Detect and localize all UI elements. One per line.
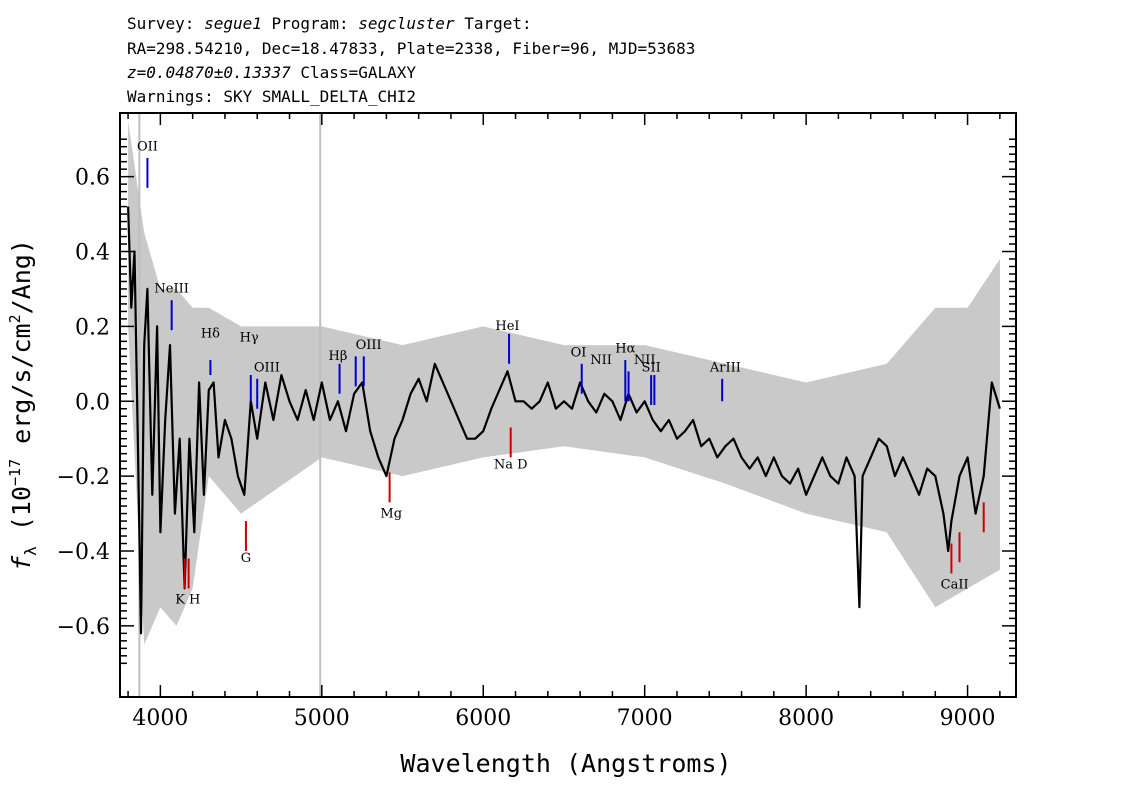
plot-content (127, 113, 1001, 697)
x-tick-label: 8000 (778, 706, 834, 731)
line-label-1: OII (137, 139, 158, 154)
line-label-9: OI (571, 345, 587, 360)
y-tick-label: 0.2 (75, 315, 110, 340)
y-tick-label: 0.4 (75, 241, 110, 266)
line-label-16: G (241, 551, 251, 566)
y-tick-label: 0.0 (75, 390, 110, 415)
header-line-2: RA=298.54210, Dec=18.47833, Plate=2338, … (127, 39, 696, 58)
y-tick-label: −0.4 (57, 540, 110, 565)
y-tick-label: 0.6 (75, 166, 110, 191)
x-tick-label: 6000 (455, 706, 511, 731)
line-label-11: Hα (615, 342, 635, 357)
program-value: segcluster (358, 14, 455, 33)
line-label-19: CaII (941, 577, 969, 592)
svg-text:fλ (10−17 erg/s/cm2/Ang): fλ (10−17 erg/s/cm2/Ang) (6, 239, 40, 571)
line-label-10: NII (590, 353, 612, 368)
line-label-4: Hγ (240, 330, 259, 345)
redshift-value: z=0.04870±0.13337 (127, 63, 291, 82)
line-label-7: OIII (356, 338, 382, 353)
class-value: Class=GALAXY (300, 63, 416, 82)
line-label-18: Na D (494, 458, 528, 473)
line-label-12: NII (634, 353, 656, 368)
y-axis-title: fλ (10−17 erg/s/cm2/Ang) (6, 239, 40, 571)
line-label-15: K H (175, 592, 200, 607)
program-label: Program: (271, 14, 349, 33)
survey-label: Survey: (127, 14, 195, 33)
target-label: Target: (464, 14, 532, 33)
line-label-5: OIII (254, 360, 280, 375)
survey-value: segue1 (204, 14, 262, 33)
y-tick-label: −0.6 (57, 615, 110, 640)
header-line-1: Survey: segue1 Program: segcluster Targe… (127, 14, 532, 34)
line-label-8: HeI (495, 319, 519, 334)
line-label-13: SII (642, 360, 661, 375)
x-tick-label: 9000 (940, 706, 996, 731)
line-label-3: Hδ (201, 327, 220, 342)
plot-axes: 4000 5000 6000 7000 8000 9000 −0.6 −0.4 −0.2 0.0 0… (57, 112, 1017, 731)
x-tick-label: 5000 (294, 706, 350, 731)
line-label-6: Hβ (329, 349, 348, 364)
header-warnings: Warnings: SKY SMALL_DELTA_CHI2 (127, 87, 416, 106)
x-axis-title: Wavelength (Angstroms) (400, 749, 731, 778)
error-band (128, 120, 1000, 645)
y-tick-label: −0.2 (57, 465, 110, 490)
header-line-3: z=0.04870±0.13337 Class=GALAXY (127, 63, 416, 83)
line-label-14: ArIII (709, 360, 741, 375)
line-label-17: Mg (380, 506, 402, 521)
x-tick-label: 7000 (617, 706, 673, 731)
flux-line (127, 206, 1001, 635)
plot-frame (119, 112, 1017, 698)
line-label-2: NeIII (154, 282, 188, 297)
x-tick-label: 4000 (132, 706, 188, 731)
